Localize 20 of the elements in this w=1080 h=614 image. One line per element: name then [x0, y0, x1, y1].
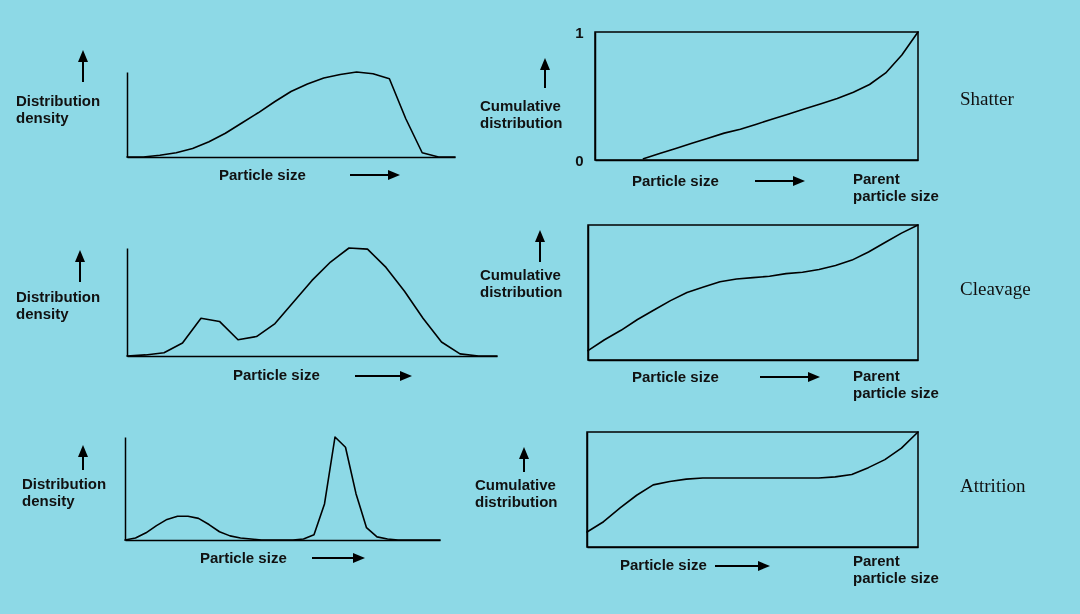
- text: Parent particle size: [853, 170, 940, 204]
- y-axis-title: Distribution density: [16, 92, 102, 126]
- y-axis-title: Cumulative distribution: [480, 97, 564, 131]
- text: Shatter: [960, 88, 1014, 110]
- y-axis-title: Distribution density: [22, 475, 108, 509]
- x-axis-title: Particle size: [219, 166, 306, 183]
- y-tick-label: 1: [575, 23, 584, 41]
- text: Attrition: [960, 475, 1026, 497]
- text: Parent particle size: [853, 552, 940, 586]
- text: Cleavage: [960, 278, 1031, 300]
- x-axis-title: Particle size: [200, 549, 287, 566]
- y-axis-title: Cumulative distribution: [475, 476, 559, 510]
- y-axis-title: Cumulative distribution: [480, 266, 564, 300]
- x-axis-title: Particle size: [233, 366, 320, 383]
- x-axis-title: Particle size: [632, 172, 719, 189]
- y-axis-title: Distribution density: [16, 288, 102, 322]
- x-axis-title: Particle size: [620, 556, 707, 573]
- x-axis-title: Particle size: [632, 368, 719, 385]
- y-tick-label: 0: [575, 151, 584, 169]
- text: Parent particle size: [853, 367, 940, 401]
